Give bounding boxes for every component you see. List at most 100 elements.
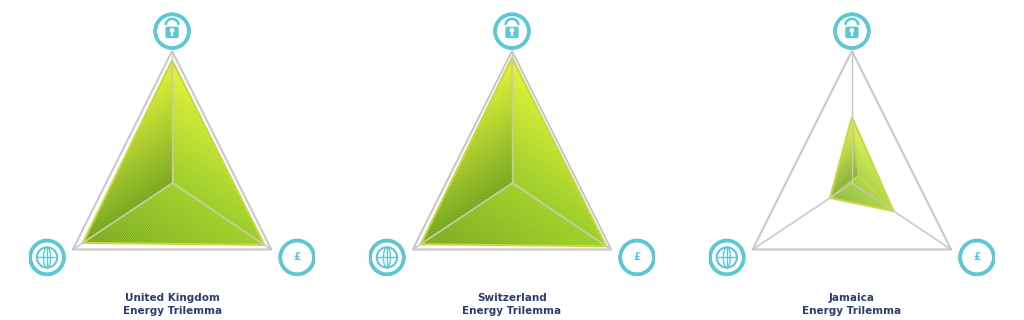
Polygon shape — [472, 111, 512, 139]
Polygon shape — [512, 86, 535, 102]
Polygon shape — [852, 180, 880, 208]
Polygon shape — [842, 188, 857, 204]
Text: United Kingdom
Energy Trilemma: United Kingdom Energy Trilemma — [123, 293, 221, 316]
Polygon shape — [853, 129, 861, 137]
Polygon shape — [129, 118, 173, 149]
Polygon shape — [512, 75, 526, 86]
Polygon shape — [839, 153, 856, 168]
Polygon shape — [422, 180, 513, 242]
Polygon shape — [837, 193, 845, 201]
Text: £: £ — [294, 252, 301, 261]
Polygon shape — [423, 178, 513, 240]
Polygon shape — [835, 163, 857, 182]
Polygon shape — [858, 173, 893, 209]
Polygon shape — [510, 59, 512, 62]
Polygon shape — [831, 196, 834, 199]
Polygon shape — [836, 193, 844, 201]
Polygon shape — [440, 230, 463, 245]
Polygon shape — [444, 148, 513, 195]
Polygon shape — [838, 154, 856, 169]
Polygon shape — [847, 185, 867, 206]
Polygon shape — [119, 218, 158, 244]
Polygon shape — [497, 193, 577, 246]
Polygon shape — [488, 198, 560, 246]
Polygon shape — [451, 223, 483, 245]
Circle shape — [835, 14, 868, 48]
Polygon shape — [90, 171, 173, 227]
Polygon shape — [513, 169, 597, 227]
Polygon shape — [846, 132, 854, 138]
Polygon shape — [85, 241, 89, 243]
Polygon shape — [512, 95, 542, 116]
Polygon shape — [493, 196, 567, 246]
Polygon shape — [468, 212, 518, 245]
Polygon shape — [173, 167, 254, 224]
Polygon shape — [421, 181, 513, 244]
Polygon shape — [135, 207, 189, 244]
Polygon shape — [512, 108, 551, 135]
Polygon shape — [852, 119, 854, 122]
Polygon shape — [459, 218, 500, 245]
Polygon shape — [502, 70, 512, 79]
Polygon shape — [471, 210, 525, 245]
Polygon shape — [160, 191, 240, 244]
Polygon shape — [111, 143, 173, 186]
Polygon shape — [170, 62, 172, 65]
Polygon shape — [506, 187, 595, 246]
Polygon shape — [467, 213, 516, 245]
Polygon shape — [841, 146, 855, 157]
Polygon shape — [431, 167, 513, 223]
Polygon shape — [92, 169, 173, 225]
Polygon shape — [160, 76, 172, 85]
Polygon shape — [130, 211, 180, 244]
FancyBboxPatch shape — [845, 27, 858, 38]
Polygon shape — [513, 180, 605, 244]
Polygon shape — [150, 89, 172, 106]
Polygon shape — [512, 87, 536, 105]
Polygon shape — [855, 178, 886, 210]
Polygon shape — [99, 158, 173, 209]
Polygon shape — [842, 188, 858, 204]
Polygon shape — [146, 94, 172, 113]
Polygon shape — [858, 171, 891, 205]
Polygon shape — [833, 196, 838, 199]
Polygon shape — [496, 194, 573, 246]
Polygon shape — [499, 191, 581, 246]
Polygon shape — [173, 117, 216, 148]
Polygon shape — [849, 125, 853, 129]
Polygon shape — [512, 78, 528, 91]
Polygon shape — [139, 103, 172, 126]
Polygon shape — [132, 209, 185, 244]
Polygon shape — [173, 158, 247, 210]
Polygon shape — [836, 160, 857, 178]
Polygon shape — [146, 200, 212, 244]
Polygon shape — [113, 140, 173, 181]
Polygon shape — [841, 147, 855, 160]
Polygon shape — [492, 84, 512, 100]
Polygon shape — [93, 235, 105, 243]
Polygon shape — [512, 84, 534, 100]
Polygon shape — [173, 124, 222, 159]
Polygon shape — [831, 170, 858, 191]
Polygon shape — [854, 135, 865, 147]
Polygon shape — [495, 79, 512, 92]
Polygon shape — [173, 141, 234, 185]
Polygon shape — [853, 124, 857, 129]
Polygon shape — [854, 132, 863, 143]
Polygon shape — [143, 202, 208, 244]
Polygon shape — [831, 197, 834, 198]
Polygon shape — [513, 159, 590, 213]
Polygon shape — [844, 187, 861, 204]
Polygon shape — [173, 177, 261, 238]
Polygon shape — [133, 112, 172, 140]
Polygon shape — [494, 195, 569, 246]
Polygon shape — [843, 142, 855, 153]
Polygon shape — [836, 159, 857, 177]
Polygon shape — [857, 165, 887, 196]
Polygon shape — [840, 148, 855, 162]
Polygon shape — [109, 225, 137, 244]
Polygon shape — [114, 138, 173, 179]
Polygon shape — [172, 92, 198, 111]
Polygon shape — [456, 220, 493, 245]
Polygon shape — [126, 213, 171, 244]
